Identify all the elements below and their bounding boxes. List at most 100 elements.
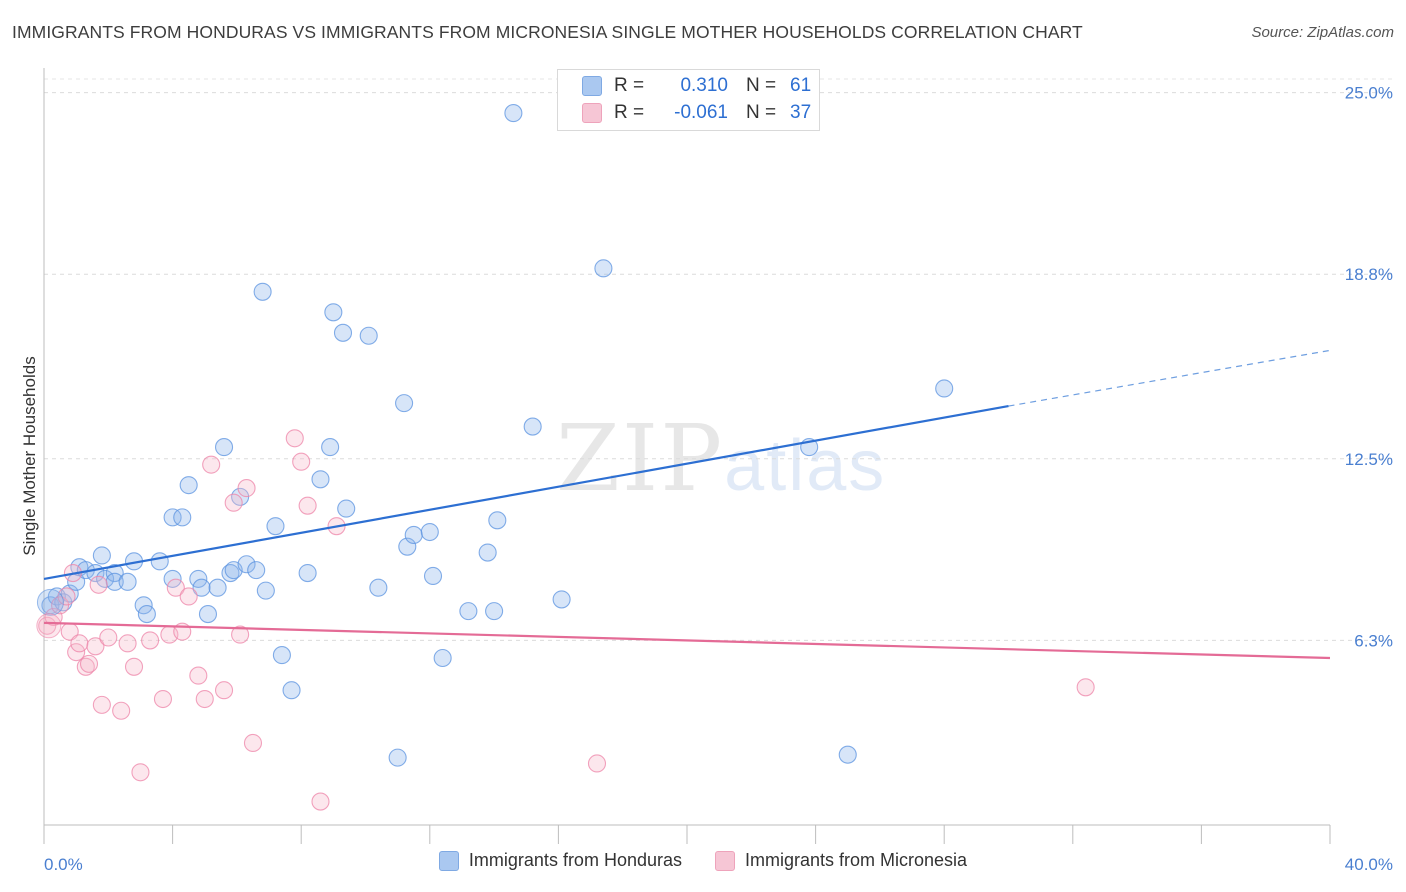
- honduras-legend-swatch: [438, 850, 459, 871]
- honduras-point: [118, 572, 137, 591]
- micronesia-point: [124, 657, 144, 676]
- honduras-point: [266, 517, 285, 536]
- honduras-point: [221, 563, 240, 583]
- honduras-point: [256, 581, 275, 600]
- series-legend: Immigrants from Honduras Immigrants from…: [0, 850, 1406, 876]
- honduras-point: [359, 326, 378, 345]
- micronesia-point: [166, 578, 185, 597]
- chart-title: IMMIGRANTS FROM HONDURAS VS IMMIGRANTS F…: [12, 22, 1083, 42]
- honduras-point: [298, 563, 317, 583]
- micronesia-point: [587, 754, 607, 773]
- y-tick-label: 25.0%: [1345, 84, 1393, 103]
- honduras-point: [272, 646, 291, 665]
- y-tick-label: 12.5%: [1345, 450, 1393, 469]
- honduras-point: [208, 578, 227, 597]
- honduras-point: [137, 605, 156, 624]
- legend-label-honduras: Immigrants from Honduras: [468, 850, 682, 870]
- honduras-point: [163, 508, 182, 527]
- micronesia-point: [153, 689, 173, 709]
- honduras-point: [337, 499, 356, 518]
- n-value: 37: [790, 102, 812, 123]
- micronesia-point: [76, 657, 95, 676]
- legend-item-micronesia: Immigrants from Micronesia: [715, 850, 967, 871]
- correlation-legend: R = 0.310 N = 61 R = -0.061 N = 37: [557, 69, 820, 131]
- honduras-point: [198, 605, 218, 624]
- y-tick-label: 18.8%: [1345, 265, 1393, 284]
- honduras-trend-line: [43, 404, 1009, 580]
- honduras-point: [395, 394, 414, 413]
- source-credit: Source: ZipAtlas.com: [1251, 24, 1394, 41]
- micronesia-point: [224, 493, 243, 512]
- micronesia-point: [118, 634, 137, 653]
- honduras-point: [459, 602, 478, 621]
- honduras-point: [398, 537, 417, 556]
- r-value: -0.061: [674, 102, 728, 123]
- honduras-point: [935, 379, 954, 398]
- r-value: 0.310: [680, 75, 728, 96]
- honduras-point: [388, 748, 407, 767]
- honduras-point: [478, 543, 497, 562]
- honduras-point: [60, 584, 79, 603]
- honduras-point: [333, 323, 353, 342]
- honduras-point: [179, 476, 198, 495]
- micronesia-cluster-point: [36, 613, 62, 639]
- honduras-point: [192, 578, 211, 597]
- legend-item-honduras: Immigrants from Honduras: [438, 850, 682, 871]
- micronesia-point: [79, 654, 99, 673]
- micronesia-point: [141, 631, 160, 650]
- honduras-point: [485, 602, 504, 621]
- r-label: R =: [614, 75, 645, 96]
- micronesia-point: [92, 695, 111, 714]
- micronesia-point: [99, 628, 118, 647]
- honduras-point: [247, 561, 266, 580]
- honduras-point: [423, 566, 443, 586]
- r-label: R =: [614, 102, 645, 123]
- micronesia-point: [285, 429, 304, 448]
- micronesia-point: [89, 575, 108, 594]
- honduras-point: [150, 552, 169, 571]
- watermark-atlas: atlas: [724, 426, 887, 506]
- honduras-point: [369, 578, 388, 597]
- honduras-point: [253, 282, 272, 301]
- y-tick-label: 6.3%: [1354, 631, 1393, 650]
- n-label: N =: [746, 75, 777, 96]
- micronesia-swatch: [582, 103, 602, 123]
- honduras-swatch: [582, 76, 602, 96]
- honduras-point: [488, 511, 507, 530]
- micronesia-point: [292, 452, 311, 471]
- micronesia-point: [311, 792, 330, 811]
- legend-row-honduras: R = 0.310 N = 61: [582, 73, 811, 99]
- honduras-point: [214, 438, 234, 457]
- honduras-point: [282, 681, 301, 700]
- micronesia-point: [112, 701, 131, 720]
- honduras-point: [838, 745, 857, 764]
- x-tick-label-min: 0.0%: [44, 855, 83, 874]
- honduras-point: [237, 555, 256, 574]
- honduras-point: [594, 259, 613, 278]
- legend-label-micronesia: Immigrants from Micronesia: [745, 850, 968, 870]
- legend-row-micronesia: R = -0.061 N = 37: [582, 100, 811, 126]
- honduras-point: [504, 104, 523, 123]
- honduras-point: [433, 648, 452, 668]
- x-tick-label-max: 40.0%: [1345, 855, 1393, 874]
- micronesia-point: [179, 587, 198, 606]
- honduras-point: [324, 303, 343, 322]
- micronesia-point: [202, 455, 221, 474]
- micronesia-trend-line: [43, 621, 1331, 660]
- micronesia-legend-swatch: [715, 850, 736, 871]
- n-value: 61: [790, 75, 812, 96]
- honduras-point: [311, 470, 330, 489]
- honduras-point: [523, 417, 542, 436]
- honduras-point: [92, 546, 111, 565]
- honduras-point: [321, 438, 340, 457]
- honduras-trend-extension: [1008, 349, 1331, 407]
- honduras-point: [420, 522, 439, 542]
- honduras-point: [552, 590, 571, 609]
- micronesia-point: [86, 637, 105, 656]
- honduras-point: [404, 525, 423, 545]
- n-label: N =: [746, 102, 777, 123]
- micronesia-point: [70, 634, 89, 653]
- micronesia-point: [57, 587, 76, 606]
- micronesia-point: [131, 763, 150, 782]
